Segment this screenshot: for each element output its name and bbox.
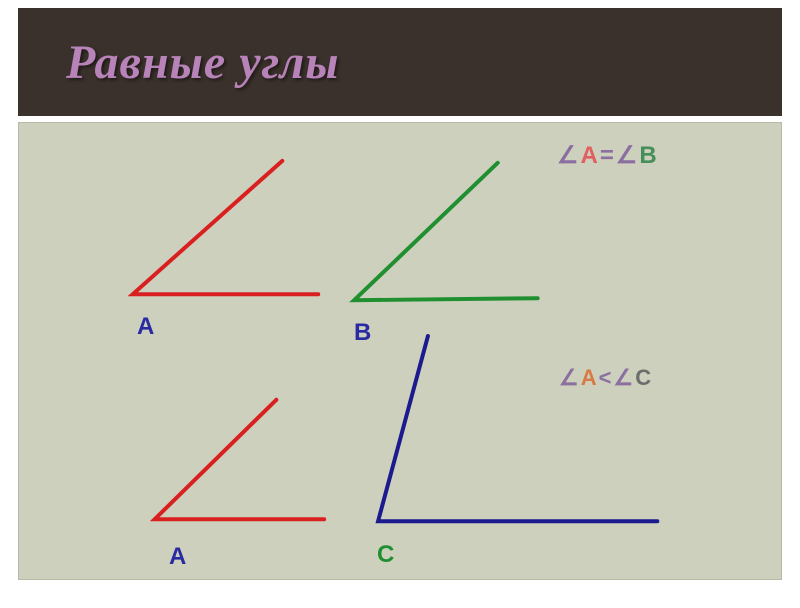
angle-B (354, 163, 538, 300)
relation-text: B (639, 142, 656, 170)
angle-symbol-icon: ∠ (613, 365, 633, 391)
angle-symbol-icon: ∠ (616, 141, 638, 170)
diagram-area: ABAC∠ A=∠ B∠ A<∠ C (18, 122, 782, 580)
relation-text: C (635, 365, 651, 391)
label-C: C (377, 541, 394, 569)
angle-A2 (155, 400, 325, 519)
relation-text: A (581, 365, 597, 391)
relation-text: = (600, 142, 614, 170)
relation-text: A (581, 142, 598, 170)
relation-1: ∠ A<∠ C (559, 365, 651, 391)
angles-svg (19, 123, 781, 579)
page-title: Равные углы (66, 35, 340, 90)
label-A2: A (169, 543, 186, 571)
relation-0: ∠ A=∠ B (557, 141, 657, 170)
title-bar: Равные углы (18, 8, 782, 116)
relation-text: < (599, 365, 612, 391)
label-B: B (354, 319, 371, 347)
label-A1: A (137, 313, 154, 341)
angle-A1 (133, 161, 319, 294)
angle-C (378, 336, 657, 521)
angle-symbol-icon: ∠ (559, 365, 579, 391)
angle-symbol-icon: ∠ (557, 141, 579, 170)
